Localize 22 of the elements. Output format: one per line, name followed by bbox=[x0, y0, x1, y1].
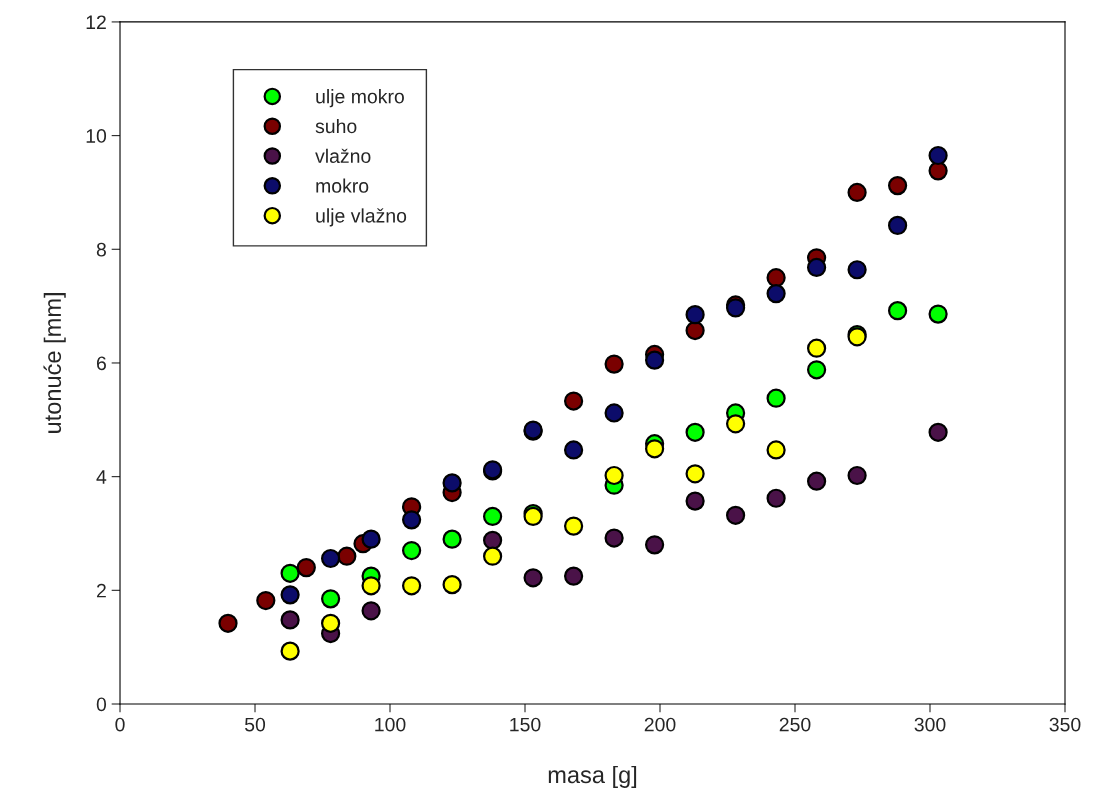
y-tick-label: 4 bbox=[96, 470, 107, 484]
x-tick-label: 250 bbox=[779, 717, 811, 732]
y-tick-label: 0 bbox=[96, 697, 107, 712]
legend-label: ulje vlažno bbox=[316, 208, 407, 227]
y-tick-label: 8 bbox=[96, 242, 106, 257]
legend-label: ulje mokro bbox=[316, 89, 404, 108]
y-tick-label: 6 bbox=[96, 356, 106, 371]
x-tick-label: 150 bbox=[510, 717, 541, 732]
x-tick-label: 200 bbox=[644, 717, 676, 732]
legend-label: vlažno bbox=[315, 148, 371, 163]
legend-label: suho bbox=[315, 118, 357, 134]
x-tick-label: 0 bbox=[115, 717, 125, 732]
y-axis-title: utonuće [mm] bbox=[43, 293, 66, 433]
x-tick-label: 300 bbox=[914, 717, 946, 732]
y-tick-label: 12 bbox=[86, 15, 106, 29]
x-tick-label: 350 bbox=[1049, 717, 1081, 732]
x-axis-title: masa [g] bbox=[548, 765, 637, 788]
y-tick-label: 10 bbox=[86, 129, 107, 143]
x-tick-label: 100 bbox=[375, 717, 406, 732]
legend-label: mokro bbox=[316, 178, 369, 193]
y-tick-label: 2 bbox=[96, 583, 106, 598]
x-tick-label: 50 bbox=[244, 717, 266, 732]
